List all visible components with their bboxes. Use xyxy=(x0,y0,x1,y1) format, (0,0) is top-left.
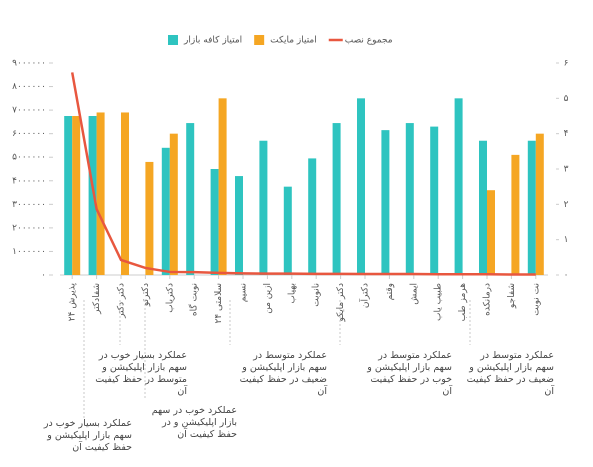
bar xyxy=(88,116,97,275)
bar xyxy=(235,176,243,275)
annotation: عملکرد خوب در سهم بازار اپلیکیشن و در حف… xyxy=(151,405,237,440)
y-tick-label: ۹۰۰۰۰۰۰ xyxy=(12,59,46,69)
x-tick-label: شفاجو xyxy=(507,283,517,309)
x-tick-label: دکترتو xyxy=(141,283,151,307)
x-tick-label: دکتر دکتر xyxy=(117,283,127,319)
x-tick-label: نوبت گاه xyxy=(188,283,200,316)
bar xyxy=(96,112,105,275)
line-series xyxy=(70,72,536,276)
x-tick-label: دکتر مایکو xyxy=(336,283,346,323)
bar xyxy=(527,140,536,275)
x-tick-label: نانوبت xyxy=(312,283,322,307)
bar xyxy=(430,126,439,275)
annotation: عملکرد بسیار خوب در سهم بازار اپلیکیشن و… xyxy=(95,350,187,397)
bar xyxy=(161,147,170,275)
bar xyxy=(145,161,154,275)
annotation: عملکرد متوسط در سهم بازار اپلیکیشن و ضعی… xyxy=(466,350,554,397)
bar xyxy=(186,123,195,275)
bar xyxy=(357,98,365,275)
y-tick-label: ۸۰۰۰۰۰۰ xyxy=(12,82,46,92)
y2-tick-label: ۶ xyxy=(564,59,569,69)
annotation: عملکرد بسیار خوب در سهم بازار اپلیکیشن و… xyxy=(43,418,132,453)
legend-label: امتیاز کافه بازار xyxy=(183,36,242,46)
y2-tick-label: ۱ xyxy=(564,235,569,245)
bar xyxy=(332,123,341,275)
bar xyxy=(64,116,73,275)
annotation: عملکرد متوسط در سهم بازار اپلیکیشن و خوب… xyxy=(367,350,452,397)
x-tick-label: دکتریاب xyxy=(165,283,175,313)
bar xyxy=(72,116,81,275)
y2-tick-label: ۳ xyxy=(564,165,569,175)
bar xyxy=(405,123,414,275)
legend-marker xyxy=(168,35,178,45)
bar xyxy=(259,140,268,275)
x-tick-label: طبیب یاب xyxy=(434,283,444,321)
y-tick-label: ۲۰۰۰۰۰۰ xyxy=(12,223,46,233)
x-tick-label: دکترآن xyxy=(359,283,371,308)
bar xyxy=(210,169,219,275)
x-tick-label: وقتم xyxy=(385,283,395,300)
y-tick-label: ۳۰۰۰۰۰۰ xyxy=(12,200,46,210)
y-tick-label: ۰ xyxy=(41,271,46,281)
x-tick-label: نت نوبت xyxy=(531,283,541,316)
annotation: عملکرد متوسط در سهم بازار اپلیکیشن و ضعی… xyxy=(239,350,327,397)
x-tick-label: بهیاب xyxy=(287,283,297,304)
bar xyxy=(381,130,390,275)
bar xyxy=(454,98,463,275)
x-tick-label: ایمش xyxy=(409,283,419,305)
bar xyxy=(535,133,544,275)
y-tick-label: ۴۰۰۰۰۰۰ xyxy=(12,176,46,186)
x-tick-label: ازین من xyxy=(263,283,273,314)
y-tick-label: ۱۰۰۰۰۰۰ xyxy=(12,247,46,257)
y-tick-label: ۶۰۰۰۰۰۰ xyxy=(12,129,46,139)
legend-label: مجموع نصب xyxy=(345,36,393,46)
bar xyxy=(218,98,227,275)
x-tick-label: درمانکده xyxy=(483,283,493,316)
legend-marker xyxy=(254,35,265,45)
y-tick-label: ۵۰۰۰۰۰۰ xyxy=(12,153,46,163)
bar xyxy=(308,158,317,275)
y-tick-label: ۷۰۰۰۰۰۰ xyxy=(12,106,46,116)
group-separators xyxy=(83,300,471,418)
y2-tick-label: ۰ xyxy=(564,271,569,281)
bar xyxy=(283,186,292,275)
bar xyxy=(487,190,495,275)
x-tick-label: پذیرش ۲۴ xyxy=(68,283,78,322)
x-tick-label: شفادکتر xyxy=(92,283,102,315)
legend-label: امتیاز مایکت xyxy=(270,36,317,46)
x-tick-label: هرمز طب xyxy=(458,283,468,322)
bar xyxy=(169,133,178,275)
y2-tick-label: ۵ xyxy=(564,94,569,104)
bar xyxy=(479,140,487,275)
y2-tick-label: ۲ xyxy=(564,200,569,210)
bar xyxy=(121,112,129,275)
x-tick-label: نسیم xyxy=(239,283,249,302)
x-tick-label: سلامتی ۲۴ xyxy=(214,283,224,323)
y2-tick-label: ۴ xyxy=(564,129,569,139)
bar xyxy=(511,154,520,275)
